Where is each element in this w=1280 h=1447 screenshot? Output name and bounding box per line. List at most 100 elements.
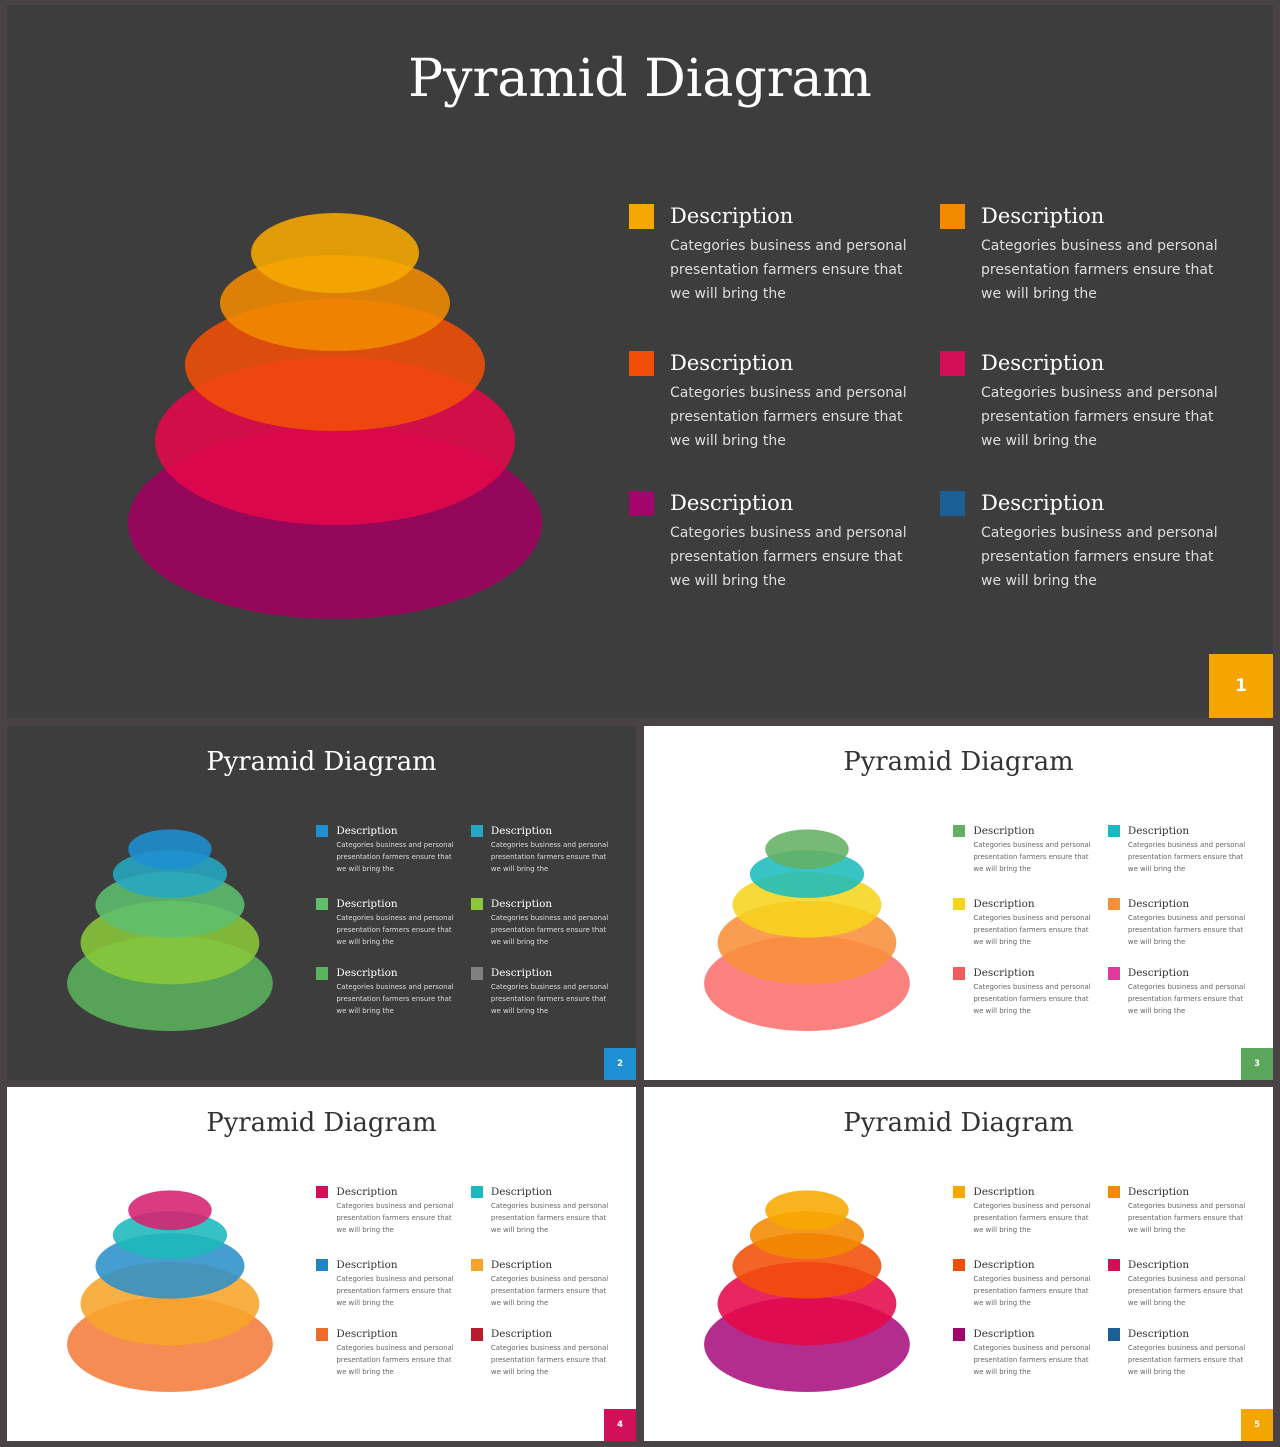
slide-2[interactable]: Pyramid Diagram Description Categories bus… [7, 726, 636, 1080]
legend-swatch [316, 1328, 329, 1341]
pyramid-layer-1 [128, 1190, 212, 1231]
description-line: Categories business and personal [490, 1201, 609, 1210]
description-line: Categories business and personal [1127, 1344, 1246, 1353]
description-line: presentation farmers ensure that [1127, 852, 1244, 861]
description-text: Categories business and personal presenta… [336, 1201, 453, 1237]
description-line: presentation farmers ensure that [1127, 995, 1244, 1004]
pyramid-layer-1 [128, 829, 212, 870]
description-line: we will bring the [973, 864, 1031, 873]
description-heading: Description [973, 1258, 1035, 1271]
description-line: Categories business and personal [490, 983, 609, 992]
description-line: presentation farmers ensure that [973, 925, 1089, 934]
description-text: Categories business and personal presenta… [491, 1343, 608, 1379]
description-line: Categories business and personal [336, 913, 454, 922]
description-heading: Description [973, 897, 1035, 910]
legend-swatch [1107, 824, 1120, 838]
description-line: presentation farmers ensure that [1127, 925, 1244, 934]
description-heading: Description [336, 967, 398, 980]
description-line: Categories business and personal [670, 525, 907, 541]
description-line: we will bring the [1127, 1298, 1186, 1307]
description-heading: Description [1127, 1185, 1190, 1198]
legend-swatch [629, 204, 654, 229]
description-line: we will bring the [336, 937, 394, 946]
description-text: Categories business and personal presenta… [336, 913, 453, 949]
description-heading: Description [336, 897, 398, 910]
description-line: we will bring the [490, 1368, 549, 1377]
slide-4[interactable]: Pyramid Diagram Description Categories bus… [7, 1087, 636, 1441]
description-heading: Description [981, 491, 1105, 515]
description-heading: Description [336, 1258, 398, 1271]
legend-swatch [1107, 1185, 1120, 1199]
description-text: Categories business and personal presenta… [1128, 840, 1245, 876]
slide-title: Pyramid Diagram [843, 1107, 1074, 1138]
description-line: presentation farmers ensure that [490, 995, 607, 1004]
legend-swatch [953, 897, 966, 911]
description-line: Categories business and personal [490, 1274, 609, 1283]
description-line: presentation farmers ensure that [336, 1286, 452, 1295]
pyramid-diagram [67, 1190, 273, 1393]
description-line: we will bring the [490, 1007, 549, 1016]
description-line: presentation farmers ensure that [670, 409, 903, 425]
description-line: we will bring the [1127, 1007, 1186, 1016]
legend-swatch [1107, 897, 1120, 911]
description-line: we will bring the [973, 937, 1031, 946]
description-line: presentation farmers ensure that [670, 262, 903, 278]
description-heading: Description [670, 491, 794, 515]
description-heading: Description [1127, 824, 1190, 837]
description-line: presentation farmers ensure that [490, 852, 607, 861]
description-text: Categories business and personal presenta… [1128, 1201, 1245, 1237]
description-line: Categories business and personal [490, 840, 609, 849]
description-text: Categories business and personal presenta… [670, 234, 907, 306]
description-line: Categories business and personal [670, 385, 907, 401]
description-heading: Description [490, 1185, 553, 1198]
description-line: Categories business and personal [973, 983, 1091, 992]
description-text: Categories business and personal presenta… [491, 840, 608, 876]
description-line: presentation farmers ensure that [973, 1213, 1089, 1222]
legend-swatch [316, 1185, 329, 1199]
description-line: Categories business and personal [981, 385, 1218, 401]
description-line: presentation farmers ensure that [490, 1356, 607, 1365]
description-text: Categories business and personal presenta… [1128, 982, 1245, 1018]
description-line: presentation farmers ensure that [336, 925, 452, 934]
description-line: Categories business and personal [490, 1344, 609, 1353]
description-line: Categories business and personal [490, 913, 609, 922]
description-text: Categories business and personal presenta… [973, 913, 1090, 949]
legend-swatch [316, 824, 329, 838]
slide-3[interactable]: Pyramid Diagram Description Categories bus… [644, 726, 1273, 1080]
page-number-badge: 5 [1241, 1409, 1273, 1441]
slide-1[interactable]: Pyramid Diagram Description Categories bus… [7, 5, 1273, 718]
description-text: Categories business and personal presenta… [336, 982, 453, 1018]
legend-swatch [940, 491, 965, 516]
description-line: presentation farmers ensure that [336, 1213, 452, 1222]
description-text: Categories business and personal presenta… [336, 1274, 453, 1310]
description-text: Categories business and personal presenta… [981, 381, 1218, 453]
slide-5[interactable]: Pyramid Diagram Description Categories bus… [644, 1087, 1273, 1441]
description-heading: Description [336, 1328, 398, 1341]
description-line: we will bring the [336, 864, 394, 873]
slide-title: Pyramid Diagram [843, 746, 1074, 777]
description-heading: Description [973, 1185, 1035, 1198]
description-text: Categories business and personal presenta… [1128, 913, 1245, 949]
description-line: presentation farmers ensure that [336, 995, 452, 1004]
description-heading: Description [1127, 897, 1190, 910]
description-text: Categories business and personal presenta… [981, 521, 1218, 593]
description-line: Categories business and personal [670, 238, 907, 254]
description-line: we will bring the [336, 1007, 394, 1016]
description-line: presentation farmers ensure that [490, 1213, 607, 1222]
description-line: we will bring the [973, 1298, 1031, 1307]
description-text: Categories business and personal presenta… [491, 982, 608, 1018]
description-heading: Description [973, 1328, 1035, 1341]
description-line: Categories business and personal [1127, 983, 1246, 992]
description-line: we will bring the [981, 286, 1097, 302]
slide-title: Pyramid Diagram [408, 49, 872, 109]
description-line: Categories business and personal [973, 1201, 1091, 1210]
legend-swatch [470, 967, 483, 980]
description-line: we will bring the [336, 1225, 394, 1234]
pyramid-layer-1 [765, 829, 849, 870]
description-line: we will bring the [981, 433, 1097, 449]
description-text: Categories business and personal presenta… [973, 1274, 1090, 1310]
legend-swatch [470, 1185, 483, 1199]
description-line: we will bring the [1127, 864, 1186, 873]
description-line: Categories business and personal [336, 1344, 454, 1353]
description-line: presentation farmers ensure that [981, 409, 1214, 425]
